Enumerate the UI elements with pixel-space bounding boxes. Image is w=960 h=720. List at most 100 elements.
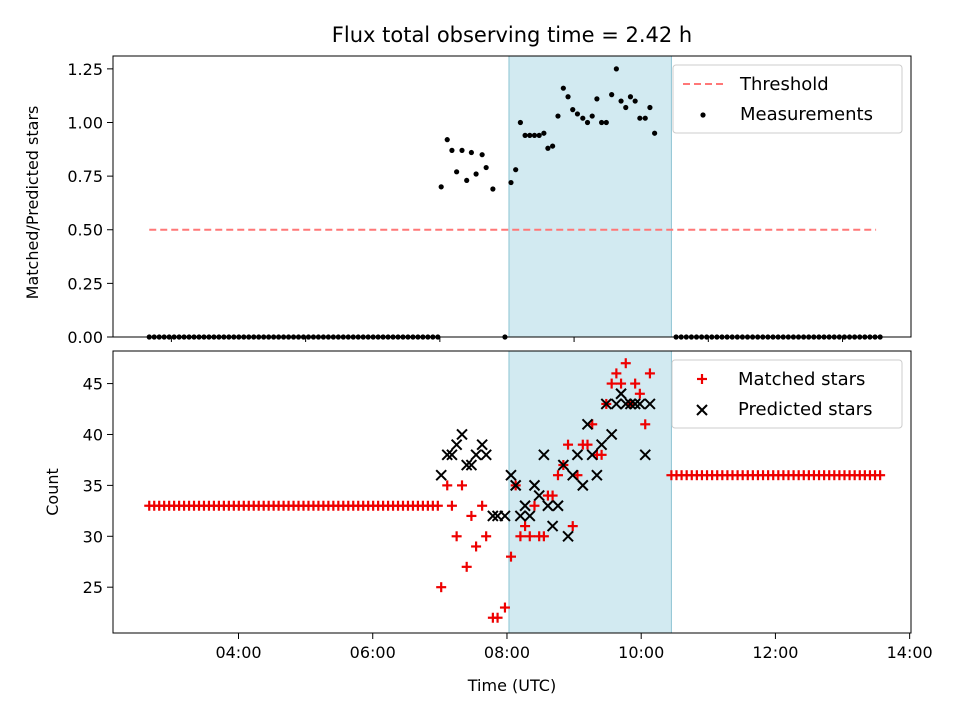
bottom-y-tick-label: 40	[83, 425, 103, 444]
matched-point	[606, 378, 617, 389]
measurement-point	[560, 85, 566, 91]
predicted-point	[505, 469, 517, 481]
predicted-point	[567, 469, 579, 481]
measurement-point	[652, 130, 658, 136]
predicted-point	[605, 428, 618, 441]
measurement-point	[623, 104, 629, 111]
matched-point	[471, 541, 482, 552]
top-legend: Threshold Measurements	[672, 64, 903, 134]
predicted-point	[552, 500, 564, 512]
measurement-point	[603, 119, 609, 126]
matched-point	[630, 378, 641, 389]
predicted-point	[470, 449, 482, 461]
predicted-point	[571, 449, 584, 461]
matched-point	[611, 368, 622, 379]
top-y-tick-label: 1.00	[67, 113, 103, 132]
legend-threshold-label: Threshold	[739, 74, 829, 95]
measurement-point	[483, 164, 489, 171]
matched-point	[461, 561, 472, 572]
cross-stroke-b	[577, 479, 589, 492]
top-y-tick-label: 0.50	[67, 221, 103, 240]
matched-point	[538, 531, 549, 542]
predicted-point	[542, 500, 554, 512]
cross-stroke-b	[600, 398, 613, 410]
matched-point	[477, 500, 488, 511]
predicted-point	[441, 449, 453, 461]
measurement-point	[580, 115, 586, 121]
x-tick-label: 04:00	[215, 643, 261, 662]
cross-stroke-b	[435, 469, 447, 481]
measurement-point	[618, 98, 624, 104]
legend-predicted-swatch	[696, 404, 708, 416]
measurement-point	[565, 94, 571, 100]
cross-stroke-b	[634, 398, 646, 410]
cross-stroke-b	[586, 449, 598, 461]
matched-point	[875, 470, 886, 481]
measurement-point	[531, 132, 538, 138]
matched-point	[563, 439, 574, 450]
cross-stroke-b	[562, 530, 574, 542]
matched-point	[567, 521, 578, 532]
measurement-point	[613, 66, 619, 72]
cross-stroke-b	[446, 449, 458, 461]
legend-matched-marker	[697, 374, 707, 384]
measurement-point	[527, 132, 533, 138]
top-legend-box	[672, 64, 903, 134]
matched-point	[499, 602, 510, 613]
measurement-point	[584, 119, 591, 126]
legend-measurements-swatch	[700, 112, 706, 118]
top-y-tick-label: 1.25	[67, 60, 103, 79]
cross-stroke-b	[605, 428, 618, 441]
cross-stroke-b	[450, 438, 463, 451]
x-tick-label: 10:00	[618, 643, 664, 662]
cross-stroke-b	[615, 388, 627, 400]
measurement-point	[550, 143, 556, 149]
matched-point	[505, 551, 516, 562]
measurement-point	[598, 119, 605, 126]
predicted-point	[610, 398, 623, 410]
predicted-point	[528, 479, 541, 492]
predicted-point	[465, 459, 478, 471]
x-axis-label: Time (UTC)	[467, 676, 556, 695]
bottom-y-ticks: 25 30 35 40 45	[83, 375, 113, 597]
measurement-point	[517, 119, 523, 126]
predicted-point	[533, 489, 545, 502]
legend-matched-label: Matched stars	[738, 369, 865, 390]
cross-stroke-b	[465, 459, 478, 471]
matched-point	[515, 531, 526, 542]
cross-stroke-b	[528, 479, 541, 492]
matched-point	[466, 510, 477, 521]
predicted-point	[446, 449, 458, 461]
top-y-tick-label: 0.00	[67, 328, 103, 347]
predicted-point	[546, 520, 559, 532]
cross-stroke-b	[591, 469, 603, 481]
measurement-point	[444, 137, 450, 143]
x-tick-label: 14:00	[887, 643, 933, 662]
predicted-point	[586, 449, 598, 461]
measurement-point	[642, 115, 648, 121]
cross-stroke-b	[524, 510, 536, 522]
top-x-ticks	[170, 337, 844, 342]
cross-stroke-b	[499, 510, 511, 522]
cross-stroke-b	[470, 449, 482, 461]
matched-point	[596, 449, 607, 460]
measurement-point	[647, 104, 653, 111]
top-y-tick-label: 0.25	[67, 274, 103, 293]
cross-stroke-b	[624, 398, 637, 410]
matched-point	[436, 582, 447, 593]
measurement-point	[508, 179, 514, 186]
bottom-legend: Matched stars Predicted stars	[671, 359, 903, 429]
measurement-point	[545, 145, 551, 151]
predicted-point	[499, 510, 511, 522]
top-y-tick-label: 0.75	[67, 167, 103, 186]
measurement-point	[490, 186, 496, 192]
legend-measurements-label: Measurements	[740, 104, 873, 125]
cross-stroke-b	[542, 500, 554, 512]
bottom-panel: 25 30 35 40 45 04:00 06:00 08:00 10:00 12:00 14:0…	[43, 350, 933, 695]
matched-point	[552, 470, 563, 481]
top-y-axis-label: Matched/Predicted stars	[23, 106, 42, 300]
cross-stroke-b	[456, 428, 468, 441]
bottom-y-tick-label: 25	[83, 578, 103, 597]
measurement-point	[464, 177, 470, 184]
